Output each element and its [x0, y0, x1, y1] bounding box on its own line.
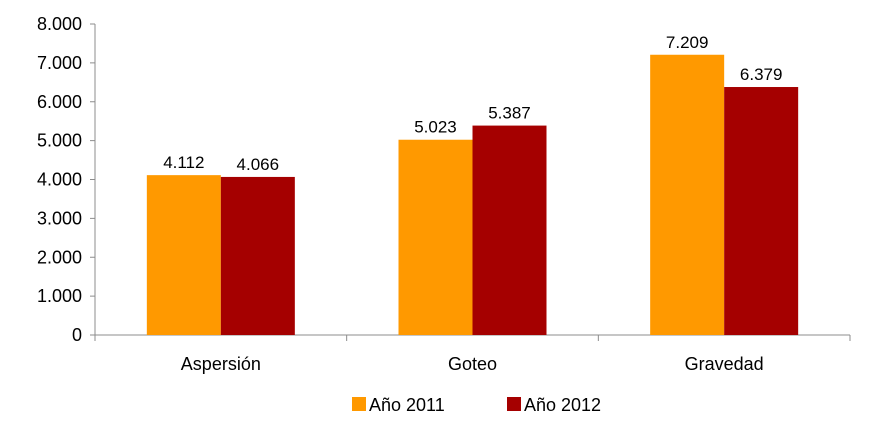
bars: [146, 54, 799, 336]
data-label: 4.112: [163, 153, 204, 172]
bar: [398, 139, 473, 335]
bar: [146, 175, 221, 335]
y-tick-label: 2.000: [37, 247, 82, 267]
data-label: 7.209: [666, 33, 709, 52]
x-category-label: Gravedad: [685, 354, 764, 374]
y-axis: 0 1.000 2.000 3.000 4.000 5.000 6.000 7.000 8.00…: [37, 14, 96, 345]
x-category-label: Goteo: [448, 354, 497, 374]
bar: [650, 54, 725, 336]
data-label: 5.023: [414, 118, 457, 137]
y-tick-label: 8.000: [37, 14, 82, 34]
y-tick-label: 7.000: [37, 53, 82, 73]
data-label: 6.379: [740, 65, 783, 84]
bar: [724, 87, 799, 335]
legend: Año 2011 Año 2012: [352, 395, 601, 415]
x-axis: Aspersión Goteo Gravedad: [94, 334, 851, 374]
x-category-label: Aspersión: [181, 354, 261, 374]
legend-label: Año 2012: [524, 395, 601, 415]
y-tick-label: 4.000: [37, 170, 82, 190]
y-tick-label: 6.000: [37, 92, 82, 112]
legend-swatch: [352, 397, 366, 411]
y-tick-label: 3.000: [37, 208, 82, 228]
y-tick-label: 1.000: [37, 286, 82, 306]
data-label: 5.387: [488, 104, 531, 123]
y-tick-label: 0: [72, 325, 82, 345]
legend-label: Año 2011: [369, 395, 445, 415]
bar: [220, 176, 295, 335]
data-label: 4.066: [237, 155, 280, 174]
legend-swatch: [507, 397, 521, 411]
y-tick-label: 5.000: [37, 131, 82, 151]
data-labels: 4.112 4.066 5.023 5.387 7.209 6.379: [163, 33, 782, 174]
bar: [472, 125, 547, 335]
